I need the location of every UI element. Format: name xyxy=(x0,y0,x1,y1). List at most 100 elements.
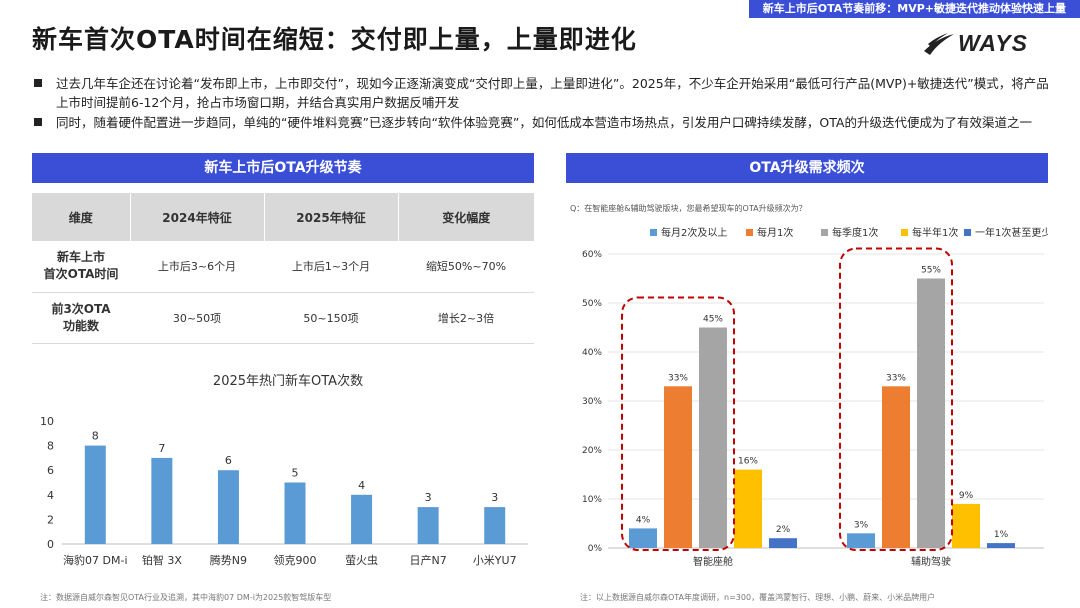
intro-bullets: 过去几年车企还在讨论着“发布即上市，上市即交付”，现如今正逐渐演变成“交付即上量… xyxy=(32,74,1052,133)
data-label: 5 xyxy=(292,467,299,480)
bullet-item: 过去几年车企还在讨论着“发布即上市，上市即交付”，现如今正逐渐演变成“交付即上量… xyxy=(32,74,1052,112)
top-banner: 新车上市后OTA节奏前移：MVP+敏捷迭代推动体验快速上量 xyxy=(748,0,1080,18)
y-tick-label: 30% xyxy=(582,397,602,407)
table-cell: 缩短50%~70% xyxy=(398,241,534,293)
table-header-cell: 2024年特征 xyxy=(130,193,265,241)
bar xyxy=(664,386,692,548)
row-label-line: 新车上市 xyxy=(56,250,105,265)
data-label: 7 xyxy=(158,442,165,455)
table-header-cell: 变化幅度 xyxy=(398,193,534,241)
legend-label: 每月1次 xyxy=(757,226,793,239)
bar xyxy=(351,494,373,544)
logo: WAYS xyxy=(922,30,1028,57)
bar xyxy=(151,457,173,544)
logo-text: WAYS xyxy=(957,30,1028,56)
table-row: 前3次OTA 功能数 30~50项 50~150项 增长2~3倍 xyxy=(32,292,534,344)
x-tick-label: 日产N7 xyxy=(410,553,447,567)
row-label-line: 首次OTA时间 xyxy=(43,267,119,282)
left-section-title: 新车上市后OTA升级节奏 xyxy=(32,153,534,183)
legend-label: 每半年1次 xyxy=(912,226,958,239)
y-tick-label: 20% xyxy=(582,446,602,456)
bar xyxy=(84,445,106,544)
bar xyxy=(284,482,306,544)
table-cell: 增长2~3倍 xyxy=(398,292,534,344)
data-label: 2% xyxy=(776,525,791,535)
highlight-box xyxy=(839,247,953,551)
table-row: 新车上市 首次OTA时间 上市后3~6个月 上市后1~3个月 缩短50%~70% xyxy=(32,241,534,293)
highlight-box xyxy=(621,296,735,551)
ways-logo-icon xyxy=(923,32,954,55)
bar xyxy=(217,470,239,544)
x-tick-label: 铂智 3X xyxy=(142,553,182,567)
left-footnote: 注：数据源自威尔森智见OTA行业及追溯，其中海豹07 DM-i为2025款智驾版… xyxy=(40,593,332,602)
bar xyxy=(952,503,980,548)
x-tick-label: 小米YU7 xyxy=(473,554,517,567)
legend-swatch xyxy=(901,229,908,236)
bar xyxy=(882,386,910,548)
legend-label: 每季度1次 xyxy=(832,226,878,239)
ota-count-chart: 2025年热门新车OTA次数 0 2 4 6 8 10 8 海豹07 DM-i 7 铂智 3X 6 腾势… xyxy=(40,373,528,567)
x-tick-label: 辅助驾驶 xyxy=(911,555,951,568)
bar xyxy=(417,507,439,544)
data-label: 33% xyxy=(668,373,688,383)
data-label: 6 xyxy=(225,454,232,467)
right-footnote: 注：以上数据源自威尔森OTA年度调研，n=300，覆盖鸿蒙智行、理想、小鹏、蔚来… xyxy=(580,593,936,602)
x-tick-label: 萤火虫 xyxy=(345,554,378,567)
survey-question: Q：在智能座舱&辅助驾驶版块，您最希望现车的OTA升级频次为？ xyxy=(570,203,807,213)
y-tick-label: 0% xyxy=(588,544,603,554)
data-label: 55% xyxy=(921,266,941,276)
ota-rhythm-table: 维度 2024年特征 2025年特征 变化幅度 新车上市 首次OTA时间 上市后… xyxy=(32,193,534,344)
y-tick-label: 6 xyxy=(47,464,54,477)
chart-title: 2025年热门新车OTA次数 xyxy=(213,373,363,389)
table-header-cell: 2025年特征 xyxy=(264,193,399,241)
legend-swatch xyxy=(964,229,971,236)
data-label: 3% xyxy=(854,520,869,530)
bar xyxy=(987,543,1015,548)
table-cell: 50~150项 xyxy=(264,292,398,344)
x-tick-label: 智能座舱 xyxy=(693,555,733,568)
data-label: 33% xyxy=(886,373,906,383)
y-tick-label: 4 xyxy=(47,489,54,502)
ota-frequency-chart: Q：在智能座舱&辅助驾驶版块，您最希望现车的OTA升级频次为？ 每月2次及以上 每月… xyxy=(570,203,1048,568)
y-tick-label: 0 xyxy=(47,538,54,551)
table-row-label: 新车上市 首次OTA时间 xyxy=(32,241,130,293)
data-label: 4% xyxy=(636,515,651,525)
legend-label: 每月2次及以上 xyxy=(661,226,727,239)
bar xyxy=(734,469,762,548)
table-cell: 上市后3~6个月 xyxy=(130,241,264,293)
bar xyxy=(484,507,506,544)
data-label: 8 xyxy=(92,430,99,443)
y-tick-label: 10 xyxy=(40,415,54,428)
row-label-line: 前3次OTA xyxy=(51,301,111,316)
y-tick-label: 2 xyxy=(47,513,54,526)
x-tick-label: 海豹07 DM-i xyxy=(63,553,127,567)
bar xyxy=(847,533,875,548)
y-tick-label: 10% xyxy=(582,495,602,505)
x-tick-label: 领克900 xyxy=(274,554,317,567)
table-header-cell: 维度 xyxy=(32,193,131,241)
bar xyxy=(769,538,797,548)
y-tick-label: 40% xyxy=(582,348,602,358)
legend-swatch xyxy=(650,229,657,236)
legend-swatch xyxy=(746,229,753,236)
legend-swatch xyxy=(821,229,828,236)
data-label: 1% xyxy=(994,530,1009,540)
y-tick-label: 60% xyxy=(582,250,602,260)
page-title: 新车首次OTA时间在缩短：交付即上量，上量即进化 xyxy=(32,25,637,54)
x-tick-label: 腾势N9 xyxy=(210,553,247,567)
y-tick-label: 50% xyxy=(582,299,602,309)
legend-label: 一年1次甚至更少 xyxy=(975,226,1048,239)
data-label: 3 xyxy=(491,491,498,504)
row-label-line: 功能数 xyxy=(62,318,99,333)
bar xyxy=(917,278,945,548)
data-label: 9% xyxy=(959,491,974,501)
y-tick-label: 8 xyxy=(47,440,54,453)
bar xyxy=(699,327,727,548)
bar xyxy=(629,528,657,548)
data-label: 4 xyxy=(358,479,365,492)
table-header-row: 维度 2024年特征 2025年特征 变化幅度 xyxy=(32,193,534,241)
table-cell: 上市后1~3个月 xyxy=(264,241,398,293)
right-section-title: OTA升级需求频次 xyxy=(566,153,1048,183)
data-label: 16% xyxy=(738,457,758,467)
table-cell: 30~50项 xyxy=(130,292,264,344)
